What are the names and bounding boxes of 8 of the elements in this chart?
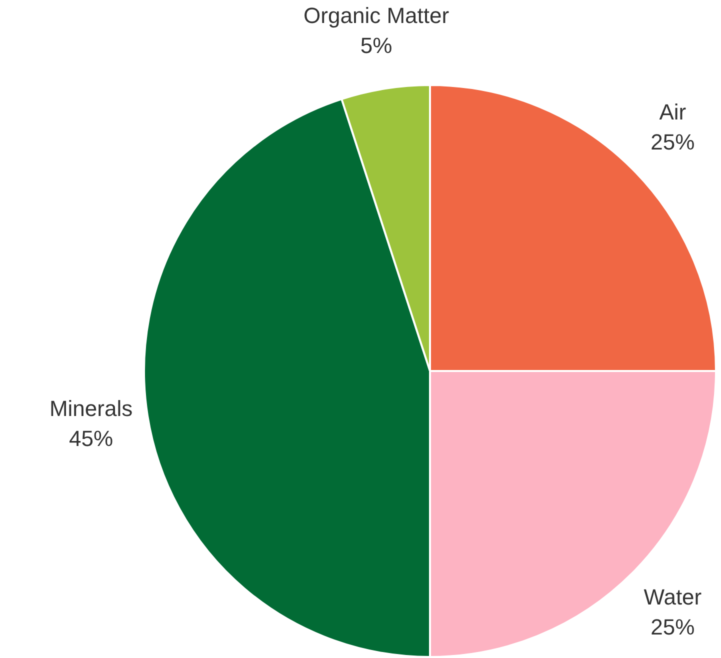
slice-label: Minerals: [49, 396, 133, 421]
data-label: 25%: [650, 129, 695, 154]
slice-label: Water: [644, 584, 702, 610]
slice-label: Organic Matter: [304, 3, 450, 28]
data-label: 5%: [360, 33, 392, 58]
data-label: 25%: [650, 614, 695, 640]
slice-label: Air: [659, 99, 686, 124]
data-label: 45%: [69, 426, 114, 451]
